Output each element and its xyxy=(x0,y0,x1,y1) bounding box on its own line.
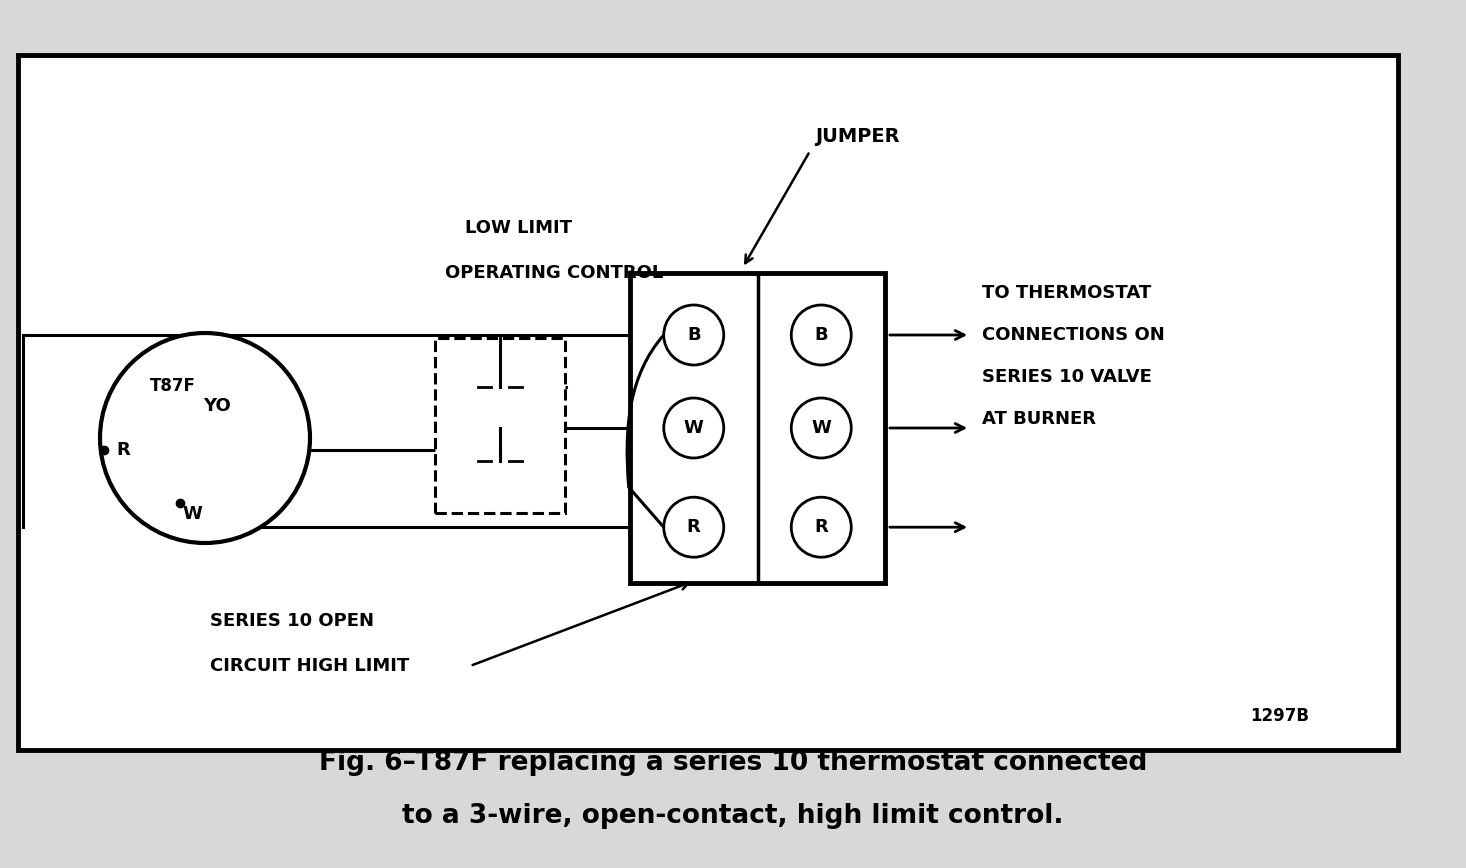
Bar xyxy=(630,273,885,583)
Text: Fig. 6–T87F replacing a series 10 thermostat connected: Fig. 6–T87F replacing a series 10 thermo… xyxy=(318,750,1148,776)
Text: B: B xyxy=(688,326,701,344)
Circle shape xyxy=(664,398,724,458)
Text: CONNECTIONS ON: CONNECTIONS ON xyxy=(982,326,1165,344)
Circle shape xyxy=(100,333,309,543)
Text: W: W xyxy=(182,505,202,523)
Text: SERIES 10 OPEN: SERIES 10 OPEN xyxy=(210,612,374,630)
Text: SERIES 10 VALVE: SERIES 10 VALVE xyxy=(982,368,1152,386)
Bar xyxy=(18,55,1399,750)
Text: YO: YO xyxy=(204,397,230,415)
Circle shape xyxy=(792,305,852,365)
Text: CIRCUIT HIGH LIMIT: CIRCUIT HIGH LIMIT xyxy=(210,657,409,675)
Text: T87F: T87F xyxy=(150,377,196,395)
Text: LOW LIMIT: LOW LIMIT xyxy=(465,219,572,237)
Text: TO THERMOSTAT: TO THERMOSTAT xyxy=(982,284,1151,302)
Text: AT BURNER: AT BURNER xyxy=(982,410,1097,428)
Circle shape xyxy=(664,305,724,365)
Text: 1297B: 1297B xyxy=(1250,707,1309,725)
Circle shape xyxy=(664,497,724,557)
Text: R: R xyxy=(688,518,701,536)
Text: OPERATING CONTROL: OPERATING CONTROL xyxy=(446,264,663,282)
Text: R: R xyxy=(116,441,130,459)
Circle shape xyxy=(792,398,852,458)
Text: R: R xyxy=(815,518,828,536)
Text: to a 3-wire, open-contact, high limit control.: to a 3-wire, open-contact, high limit co… xyxy=(402,803,1064,829)
Text: JUMPER: JUMPER xyxy=(815,127,900,146)
Bar xyxy=(435,338,564,513)
Text: W: W xyxy=(683,419,704,437)
Circle shape xyxy=(792,497,852,557)
Text: B: B xyxy=(815,326,828,344)
Text: W: W xyxy=(811,419,831,437)
